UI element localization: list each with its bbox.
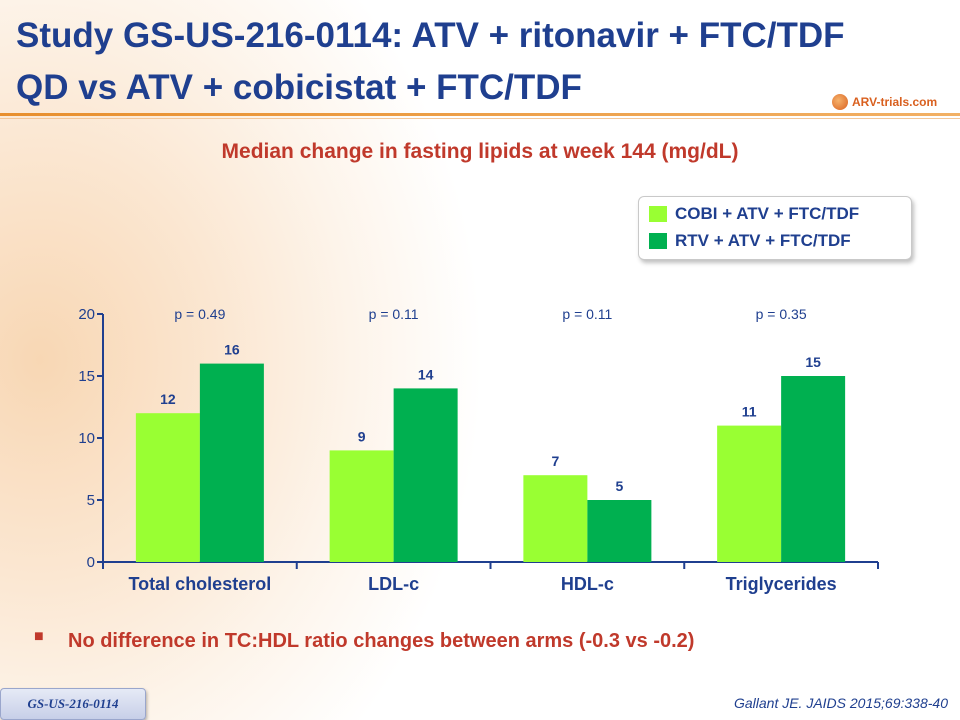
data-label: 16 <box>224 342 240 358</box>
x-category-label: Triglycerides <box>726 574 837 594</box>
p-value-label: p = 0.11 <box>562 306 612 322</box>
bar <box>587 500 652 562</box>
chart-title: Median change in fasting lipids at week … <box>221 140 739 163</box>
data-label: 7 <box>551 453 559 469</box>
title-line-2: QD vs ATV + cobicistat + FTC/TDF <box>16 68 582 107</box>
bar <box>329 450 394 562</box>
y-tick-label: 5 <box>87 492 95 509</box>
chart-legend: COBI + ATV + FTC/TDF RTV + ATV + FTC/TDF <box>638 196 912 260</box>
x-category-label: HDL-c <box>561 574 614 594</box>
x-category-label: Total cholesterol <box>129 574 272 594</box>
legend-swatch-cobi <box>649 206 667 222</box>
title-rule <box>0 113 960 116</box>
data-label: 5 <box>615 478 623 494</box>
legend-label-cobi: COBI + ATV + FTC/TDF <box>675 204 860 223</box>
bar <box>199 363 264 562</box>
bullet-text: No difference in TC:HDL ratio changes be… <box>68 630 695 652</box>
p-value-label: p = 0.35 <box>756 306 807 322</box>
data-label: 11 <box>742 404 757 420</box>
bar <box>717 425 782 562</box>
y-tick-label: 10 <box>78 430 95 447</box>
bar <box>523 475 588 562</box>
x-category-label: LDL-c <box>368 574 419 594</box>
logo-text: ARV-trials.com <box>852 95 938 109</box>
legend-item-cobi: COBI + ATV + FTC/TDF <box>649 204 859 224</box>
study-tab: GS-US-216-0114 <box>0 688 146 720</box>
slide-title: Study GS-US-216-0114: ATV + ritonavir + … <box>16 10 916 114</box>
data-label: 12 <box>160 391 176 407</box>
arv-trials-logo: ARV-trials.com <box>832 92 937 112</box>
bar <box>781 376 846 562</box>
title-rule-thin <box>0 118 960 119</box>
y-tick-label: 0 <box>87 554 95 571</box>
data-label: 9 <box>358 428 366 444</box>
logo-icon <box>832 94 848 110</box>
y-tick-label: 15 <box>78 368 95 385</box>
p-value-label: p = 0.49 <box>174 306 225 322</box>
citation: Gallant JE. JAIDS 2015;69:338-40 <box>733 695 948 711</box>
bullet-icon: ■ <box>34 628 44 645</box>
data-label: 15 <box>805 354 821 370</box>
bar <box>135 413 200 562</box>
title-line-1: Study GS-US-216-0114: ATV + ritonavir + … <box>16 16 845 55</box>
legend-label-rtv: RTV + ATV + FTC/TDF <box>675 231 851 250</box>
bar <box>393 388 458 562</box>
data-label: 14 <box>418 366 434 382</box>
legend-item-rtv: RTV + ATV + FTC/TDF <box>649 231 851 251</box>
p-value-label: p = 0.11 <box>369 306 419 322</box>
y-tick-label: 20 <box>78 306 95 323</box>
legend-swatch-rtv <box>649 233 667 249</box>
